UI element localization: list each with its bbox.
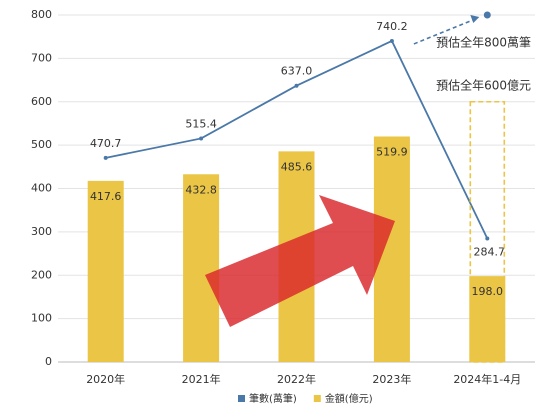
bar (469, 276, 506, 362)
legend-label: 金額(億元) (325, 392, 373, 405)
y-tick-label: 800 (31, 8, 52, 21)
x-tick-label: 2024年1-4月 (453, 372, 521, 386)
annotation-text: 預估全年800萬筆 (436, 35, 531, 50)
trend-arrow (205, 195, 395, 327)
y-tick-label: 200 (31, 268, 52, 281)
y-tick-label: 300 (31, 225, 52, 238)
x-tick-label: 2023年 (372, 372, 411, 386)
bar-value-label: 432.8 (185, 183, 217, 196)
annotation-text: 預估全年600億元 (436, 77, 531, 92)
bar (87, 180, 124, 362)
y-tick-label: 700 (31, 51, 52, 64)
bar-value-label: 417.6 (90, 190, 122, 203)
y-tick-label: 500 (31, 138, 52, 151)
legend-label: 筆數(萬筆) (249, 392, 297, 405)
line-value-label: 637.0 (281, 65, 313, 78)
line-point (389, 38, 394, 43)
x-tick-label: 2022年 (277, 372, 316, 386)
bar-value-label: 519.9 (376, 145, 408, 158)
projection-point (483, 11, 491, 19)
line-value-label: 515.4 (185, 117, 217, 130)
x-tick-label: 2021年 (182, 372, 221, 386)
line-point (294, 83, 299, 88)
line-value-label: 740.2 (376, 20, 408, 33)
bar-value-label: 198.0 (472, 285, 504, 298)
bar (183, 174, 220, 362)
line-point (103, 155, 108, 160)
line-point (485, 236, 490, 241)
y-tick-label: 100 (31, 312, 52, 325)
line-value-label: 284.7 (474, 246, 506, 259)
line-value-label: 470.7 (90, 137, 122, 150)
y-tick-label: 400 (31, 182, 52, 195)
y-tick-label: 0 (45, 355, 52, 368)
legend-swatch (313, 395, 321, 402)
bar-value-label: 485.6 (281, 160, 313, 173)
projection-arrowhead (470, 15, 480, 23)
y-tick-label: 600 (31, 95, 52, 108)
x-tick-label: 2020年 (86, 372, 125, 386)
projection-box (469, 100, 506, 363)
legend-swatch (238, 395, 245, 402)
line-point (199, 136, 204, 141)
